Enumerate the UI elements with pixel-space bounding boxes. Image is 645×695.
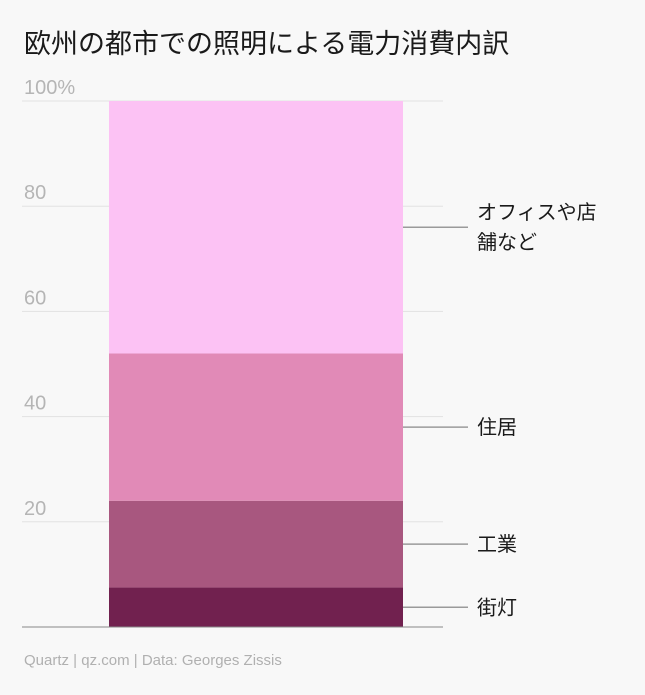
bar-segment	[109, 101, 403, 354]
y-tick-label: 60	[24, 287, 46, 309]
bar-segment	[109, 587, 403, 627]
bar-segment	[109, 353, 403, 501]
y-tick-label: 20	[24, 498, 46, 520]
bar-segment	[109, 500, 403, 588]
y-axis-ticks: 100% 80 60 40 20	[24, 77, 75, 520]
y-tick-label: 40	[24, 393, 46, 415]
segment-label: 住居	[477, 415, 517, 439]
segment-label: オフィスや店	[477, 200, 597, 224]
segment-label: 舗など	[477, 230, 537, 254]
segment-label: 工業	[477, 532, 517, 556]
y-tick-label: 80	[24, 182, 46, 204]
chart-title: 欧州の都市での照明による電力消費内訳	[24, 29, 510, 60]
source-footer: Quartz | qz.com | Data: Georges Zissis	[24, 652, 282, 669]
segment-label: 街灯	[477, 595, 517, 619]
y-tick-label: 100%	[24, 77, 75, 99]
bar-segments	[109, 101, 403, 627]
